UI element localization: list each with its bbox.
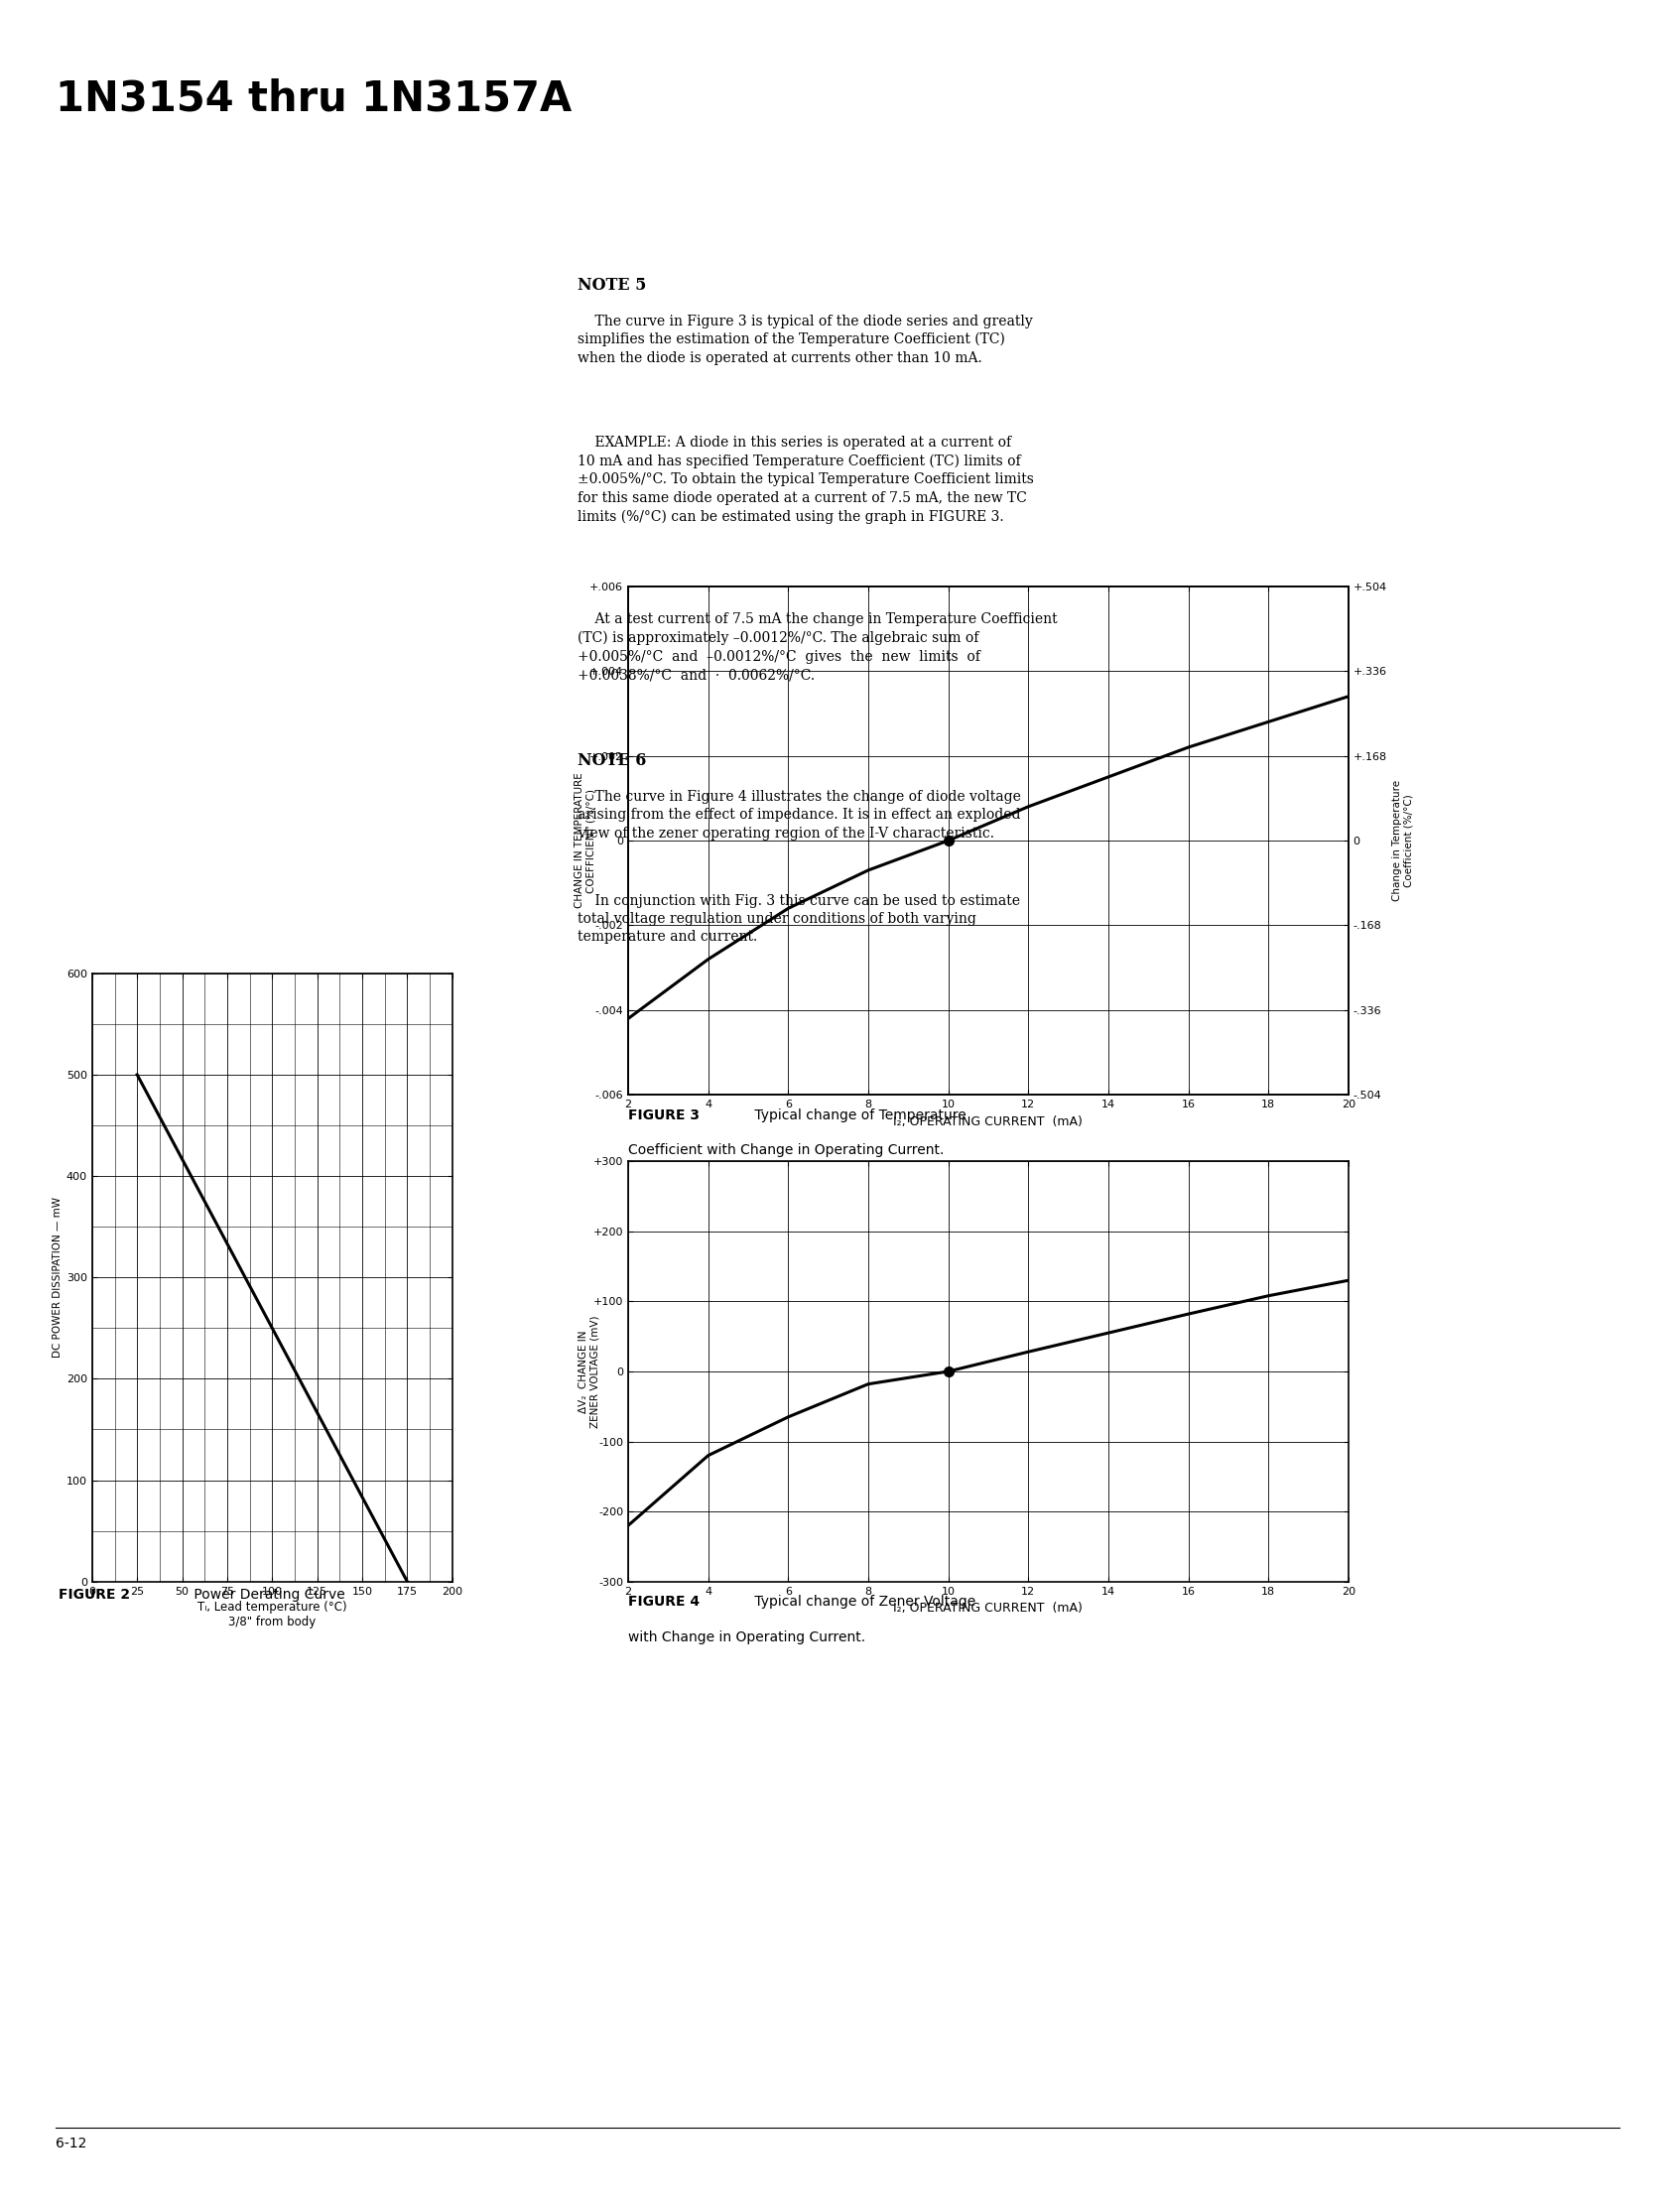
Y-axis label: Change in Temperature
Coefficient (%/°C): Change in Temperature Coefficient (%/°C) (1392, 781, 1414, 900)
Text: with Change in Operating Current.: with Change in Operating Current. (628, 1630, 866, 1644)
Text: 6-12: 6-12 (55, 2137, 87, 2150)
Y-axis label: CHANGE IN TEMPERATURE
COEFFICIENT (%/°C): CHANGE IN TEMPERATURE COEFFICIENT (%/°C) (575, 772, 596, 909)
Text: NOTE 5: NOTE 5 (578, 276, 647, 294)
Text: NOTE 6: NOTE 6 (578, 752, 647, 770)
Text: In conjunction with Fig. 3 this curve can be used to estimate
total voltage regu: In conjunction with Fig. 3 this curve ca… (578, 894, 1020, 945)
Text: EXAMPLE: A diode in this series is operated at a current of
10 mA and has specif: EXAMPLE: A diode in this series is opera… (578, 436, 1033, 524)
Y-axis label: ΔV₂  CHANGE IN
ZENER VOLTAGE (mV): ΔV₂ CHANGE IN ZENER VOLTAGE (mV) (578, 1316, 600, 1427)
X-axis label: I₂, OPERATING CURRENT  (mA): I₂, OPERATING CURRENT (mA) (893, 1601, 1084, 1615)
Text: FIGURE 3: FIGURE 3 (628, 1108, 700, 1121)
X-axis label: I₂, OPERATING CURRENT  (mA): I₂, OPERATING CURRENT (mA) (893, 1115, 1084, 1128)
Text: Typical change of Zener Voltage: Typical change of Zener Voltage (750, 1595, 977, 1608)
Y-axis label: DC POWER DISSIPATION — mW: DC POWER DISSIPATION — mW (52, 1197, 62, 1358)
Text: The curve in Figure 3 is typical of the diode series and greatly
simplifies the : The curve in Figure 3 is typical of the … (578, 314, 1033, 365)
Text: Coefficient with Change in Operating Current.: Coefficient with Change in Operating Cur… (628, 1144, 945, 1157)
Text: Typical change of Temperature: Typical change of Temperature (750, 1108, 966, 1121)
Text: The curve in Figure 4 illustrates the change of diode voltage
arising from the e: The curve in Figure 4 illustrates the ch… (578, 790, 1022, 841)
Text: FIGURE 4: FIGURE 4 (628, 1595, 700, 1608)
Text: FIGURE 2: FIGURE 2 (59, 1588, 131, 1601)
Text: Power Derating Curve: Power Derating Curve (189, 1588, 345, 1601)
Text: 1N3154 thru 1N3157A: 1N3154 thru 1N3157A (55, 77, 571, 119)
Text: At a test current of 7.5 mA the change in Temperature Coefficient
(TC) is approx: At a test current of 7.5 mA the change i… (578, 613, 1059, 681)
X-axis label: Tₗ, Lead temperature (°C)
3/8" from body: Tₗ, Lead temperature (°C) 3/8" from body (198, 1601, 347, 1628)
